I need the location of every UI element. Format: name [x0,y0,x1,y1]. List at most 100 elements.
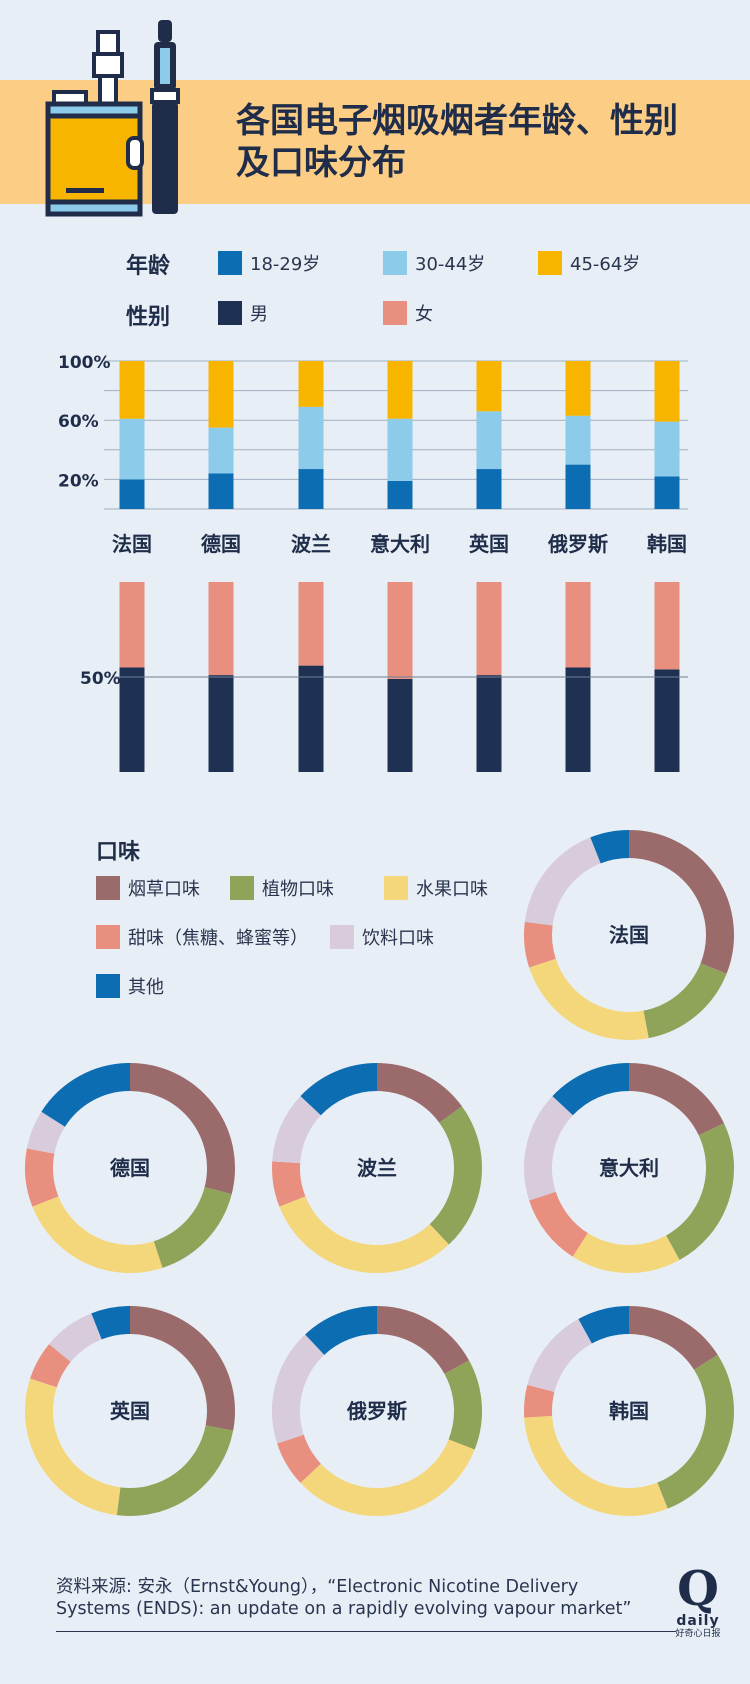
donut-slice [25,1148,59,1207]
donut-slice [129,1063,235,1195]
country-label: 德国 [201,532,241,556]
e-cigarette-icon [40,18,200,222]
donut-slice [272,1334,325,1444]
country-label: 英国 [469,532,509,556]
age-bar-segment [208,473,234,509]
qdaily-logo: Q daily 好奇心日报 [668,1564,728,1640]
donut-slice [524,1415,668,1516]
donut-slice [552,1063,630,1116]
age-bar-segment [654,421,680,477]
donut-label: 德国 [110,1156,150,1180]
legend-label: 水果口味 [416,879,488,900]
donut-slice [628,830,734,974]
donut-slice [527,1318,593,1393]
logo-word: daily [676,1613,720,1629]
donut-slice [642,962,727,1039]
donut-slice [116,1424,234,1516]
legend-swatch [96,925,120,949]
country-label: 波兰 [291,532,331,556]
legend-label: 烟草口味 [128,879,200,900]
legend-taste-drink: 饮料口味 [330,924,434,950]
age-y-tick: 100% [58,353,111,373]
age-bar-segment [119,361,145,419]
donut-slice [444,1360,482,1450]
page-title: 各国电子烟吸烟者年龄、性别 及口味分布 [236,100,716,184]
donut-slice [272,1161,306,1207]
legend-taste-plant: 植物口味 [230,875,334,901]
donut-slice [49,1313,103,1363]
donut-slice [578,1306,630,1344]
legend-swatch [218,251,242,275]
donut-slice [628,1063,725,1136]
legend-swatch [538,251,562,275]
age-bar-segment [654,476,680,509]
legend-label: 植物口味 [262,879,334,900]
donut-slice [91,1306,131,1340]
legend-taste-other: 其他 [96,973,164,999]
donut-slice [524,1096,574,1201]
legend-taste-tobacco: 烟草口味 [96,875,200,901]
legend-label: 饮料口味 [362,928,434,949]
legend-taste-sweet: 甜味（焦糖、蜂蜜等） [96,924,308,950]
donut-slice [30,1344,71,1388]
donut-slice [26,1111,66,1155]
gender-bar-segment [387,582,413,679]
age-bar-segment [476,411,502,470]
source-divider [56,1631,676,1632]
donut-slice [529,1191,589,1257]
legend-taste-fruit: 水果口味 [384,875,488,901]
donut-slice [272,1096,322,1164]
age-bar-segment [298,406,324,470]
age-y-tick: 60% [58,412,99,432]
age-bar-segment [298,469,324,509]
donut-slice [153,1186,232,1268]
age-bar-segment [387,361,413,419]
age-bar-segment [208,427,234,474]
donut-slice [665,1123,734,1261]
donut-slice [529,958,649,1040]
title-line-2: 及口味分布 [236,143,406,183]
legend-swatch [96,876,120,900]
legend-swatch [383,251,407,275]
gender-bar-segment [565,667,591,772]
title-line-1: 各国电子烟吸烟者年龄、性别 [236,101,678,141]
legend-age-18-29: 18-29岁 [218,250,320,276]
legend-swatch [383,301,407,325]
donut-slice [656,1354,734,1509]
source-note: 资料来源: 安永（Ernst&Young），“Electronic Nicoti… [56,1576,656,1620]
age-bar-segment [565,415,591,465]
age-bar-segment [387,418,413,481]
donut-slice [524,1384,555,1418]
donut-slice [300,1438,475,1516]
age-bar-segment [119,479,145,509]
legend-label: 女 [415,304,433,325]
gender-bar-segment [208,582,234,676]
legend-age-30-44: 30-44岁 [383,250,485,276]
donut-slice [376,1063,462,1124]
legend-label: 其他 [128,977,164,998]
donut-label: 波兰 [357,1156,397,1180]
legend-label: 18-29岁 [250,254,321,275]
country-label: 俄罗斯 [547,532,608,556]
age-bar-segment [208,361,234,428]
country-label: 意大利 [370,532,430,556]
gender-bar-segment [654,582,680,670]
gender-y-tick: 50% [80,669,121,689]
donut-label: 俄罗斯 [346,1399,407,1423]
gender-legend-title: 性别 [126,305,171,330]
gender-bar-segment [654,669,680,772]
age-bar-segment [565,464,591,509]
age-bar-segment [298,361,324,407]
donut-slice [628,1306,718,1371]
donut-slice [305,1306,378,1356]
logo-mark: Q [677,1561,719,1617]
gender-bar-segment [119,582,145,668]
gender-bar-segment [476,675,502,772]
age-bar-segment [119,418,145,480]
donut-slice [300,1063,378,1116]
country-label: 韩国 [647,532,687,556]
legend-label: 男 [250,304,268,325]
donut-slice [129,1306,235,1431]
donut-label: 韩国 [609,1399,649,1423]
